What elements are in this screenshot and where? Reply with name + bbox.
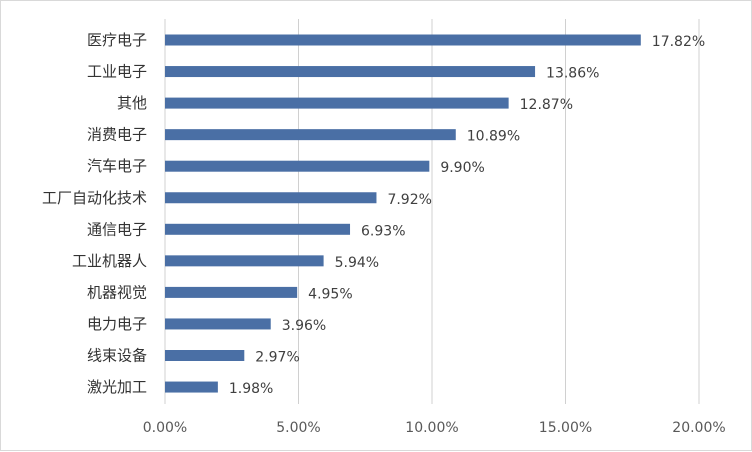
x-tick-label: 10.00% — [405, 420, 458, 436]
data-label: 10.89% — [467, 129, 520, 145]
category-label: 通信电子 — [87, 220, 147, 238]
bar — [165, 160, 430, 172]
category-label: 线束设备 — [87, 347, 147, 365]
bar — [165, 318, 271, 330]
data-label: 5.94% — [335, 255, 379, 271]
category-label: 工厂自动化技术 — [42, 189, 147, 207]
bar — [165, 34, 641, 46]
x-tick-label: 20.00% — [672, 420, 725, 436]
category-label: 工业机器人 — [72, 252, 147, 270]
category-label: 电力电子 — [87, 315, 147, 333]
x-tick-label: 0.00% — [143, 420, 187, 436]
data-label: 17.82% — [652, 34, 705, 50]
data-label: 6.93% — [361, 223, 405, 239]
data-label: 7.92% — [387, 192, 431, 208]
data-label: 4.95% — [308, 286, 352, 302]
category-label: 激光加工 — [87, 378, 147, 396]
bar — [165, 192, 377, 204]
data-label: 12.87% — [520, 97, 573, 113]
category-label: 汽车电子 — [87, 157, 147, 175]
data-label: 9.90% — [440, 160, 484, 176]
category-label: 其他 — [117, 94, 147, 112]
bar — [165, 223, 351, 235]
bar — [165, 350, 245, 361]
category-label: 消费电子 — [87, 126, 147, 144]
bar — [165, 255, 324, 267]
category-label: 工业电子 — [87, 63, 147, 81]
bar — [165, 381, 218, 393]
x-tick-label: 15.00% — [539, 420, 592, 436]
category-label: 医疗电子 — [87, 31, 147, 49]
bar — [165, 97, 509, 109]
bar — [165, 66, 536, 78]
bar — [165, 129, 456, 141]
data-label: 1.98% — [229, 381, 273, 397]
x-tick-label: 5.00% — [276, 420, 320, 436]
data-label: 3.96% — [282, 318, 326, 334]
data-label: 13.86% — [546, 66, 599, 82]
category-label: 机器视觉 — [87, 283, 147, 301]
data-label: 2.97% — [255, 350, 299, 366]
bar — [165, 286, 298, 298]
